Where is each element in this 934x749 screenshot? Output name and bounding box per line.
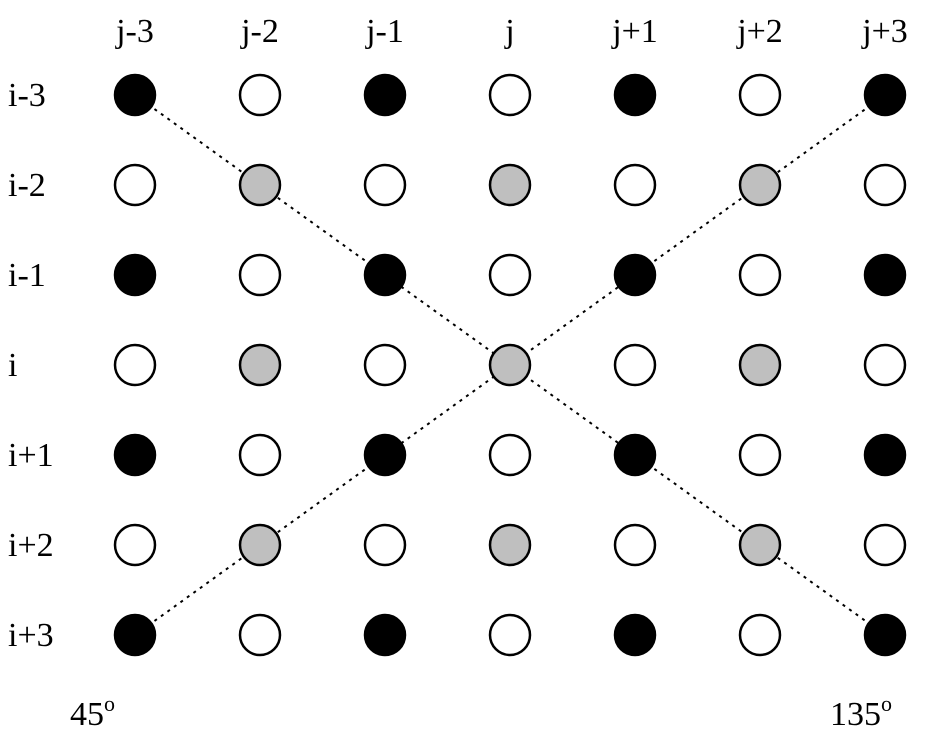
grid-node	[240, 255, 280, 295]
col-label: j-3	[115, 13, 154, 50]
col-label: j+2	[736, 13, 783, 50]
row-label: i-3	[8, 77, 46, 114]
grid-node	[240, 525, 280, 565]
row-label: i-1	[8, 257, 46, 294]
grid-node	[365, 345, 405, 385]
row-label: i-2	[8, 167, 46, 204]
row-label: i+1	[8, 437, 54, 474]
grid-node	[865, 525, 905, 565]
col-label: j-1	[365, 13, 404, 50]
grid-node	[240, 435, 280, 475]
angle-label-45: 45o	[70, 691, 115, 733]
col-label: j+1	[611, 13, 658, 50]
grid-node	[240, 75, 280, 115]
col-label: j	[504, 13, 514, 50]
grid-node	[615, 345, 655, 385]
grid-node	[615, 75, 655, 115]
grid-node	[115, 165, 155, 205]
col-label: j+3	[861, 13, 908, 50]
grid-node	[365, 525, 405, 565]
grid-node	[490, 255, 530, 295]
grid-node	[365, 435, 405, 475]
grid-node	[115, 435, 155, 475]
grid-node	[115, 345, 155, 385]
grid-diagram: j-3 j-2 j-1 j j+1 j+2 j+3 i-3 i-2 i-1 i i+1 i+2 i+3 45…	[0, 0, 934, 749]
grid-node	[365, 615, 405, 655]
grid-node	[865, 615, 905, 655]
grid-node	[740, 165, 780, 205]
grid-node	[115, 75, 155, 115]
grid-node	[365, 255, 405, 295]
grid-node	[865, 75, 905, 115]
grid-node	[365, 165, 405, 205]
grid-node	[615, 165, 655, 205]
grid-node	[240, 345, 280, 385]
grid-node	[865, 345, 905, 385]
grid-node	[615, 435, 655, 475]
row-label: i+2	[8, 527, 54, 564]
grid-node	[490, 525, 530, 565]
grid-node	[490, 75, 530, 115]
grid-node	[740, 615, 780, 655]
grid-node	[240, 165, 280, 205]
grid-node	[615, 615, 655, 655]
grid-node	[740, 525, 780, 565]
grid-node	[615, 525, 655, 565]
grid-node	[865, 165, 905, 205]
col-label: j-2	[240, 13, 279, 50]
grid-node	[115, 255, 155, 295]
grid-node	[615, 255, 655, 295]
row-label: i	[8, 347, 17, 384]
grid-node	[240, 615, 280, 655]
grid-node	[865, 435, 905, 475]
grid-node	[365, 75, 405, 115]
grid-node	[115, 615, 155, 655]
angle-label-135: 135o	[830, 691, 892, 733]
grid-node	[740, 75, 780, 115]
grid-node	[490, 165, 530, 205]
grid-node	[740, 345, 780, 385]
row-label: i+3	[8, 617, 54, 654]
grid-node	[490, 435, 530, 475]
grid-node	[740, 255, 780, 295]
grid-node	[490, 345, 530, 385]
grid-node	[490, 615, 530, 655]
grid-node	[740, 435, 780, 475]
grid-node	[865, 255, 905, 295]
grid-node	[115, 525, 155, 565]
